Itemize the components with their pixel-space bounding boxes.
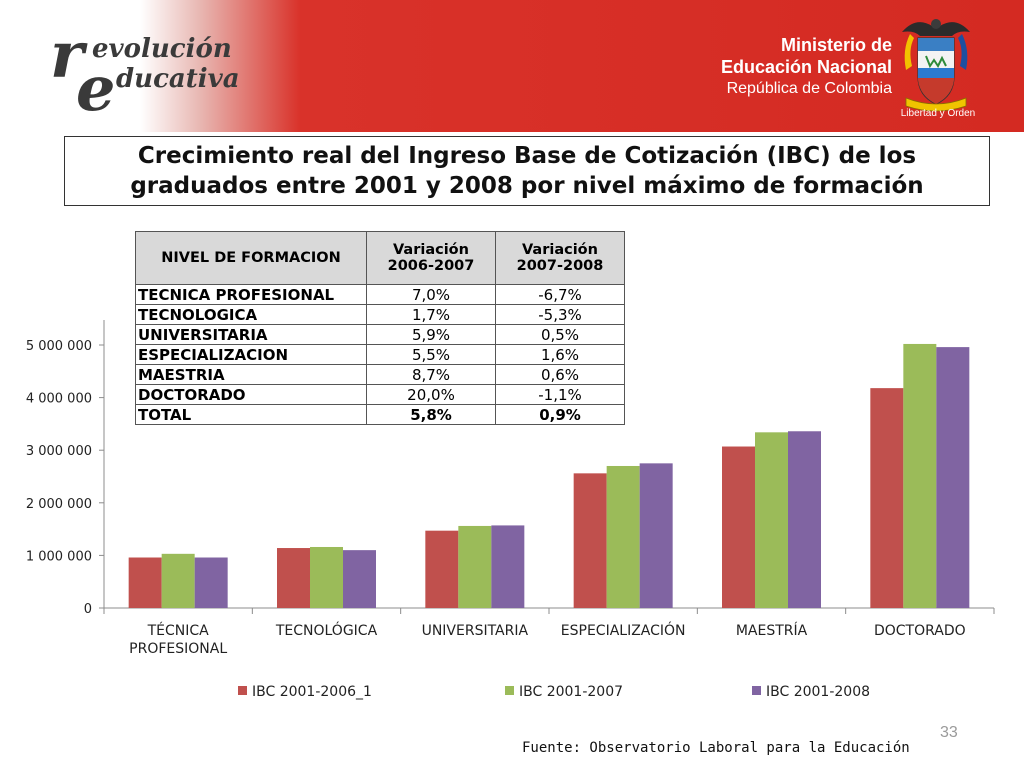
legend-swatch (752, 686, 761, 695)
table-row: UNIVERSITARIA 5,9% 0,5% (135, 324, 625, 345)
coat-of-arms-icon (902, 19, 970, 112)
bar-2 (755, 432, 788, 608)
y-tick-label: 1 000 000 (26, 549, 92, 564)
crest-caption: Libertad y Orden (900, 108, 976, 119)
bar-2 (161, 553, 195, 608)
table-cell-variation-2007-2008: 0,5% (495, 324, 625, 345)
y-tick-label: 3 000 000 (26, 444, 92, 459)
table-cell-level: MAESTRIA (135, 364, 367, 385)
table-cell-variation-2006-2007: 5,9% (366, 324, 496, 345)
revolucion-educativa-logo: r evolución e ducativa (50, 18, 280, 120)
bar-3 (491, 525, 525, 608)
table-cell-variation-2007-2008: -1,1% (495, 384, 625, 405)
logo-text-line2: ducativa (116, 64, 240, 94)
bar-1 (277, 548, 310, 608)
table-cell-variation-2007-2008: 1,6% (495, 344, 625, 365)
logo-letter-r: r (50, 18, 84, 93)
page-number: 33 (940, 724, 958, 741)
bar-3 (194, 557, 228, 608)
table-cell-level: ESPECIALIZACION (135, 344, 367, 365)
x-tick-label: TECNOLÓGICA (275, 621, 378, 639)
table-row: TECNOLOGICA 1,7% -5,3% (135, 304, 625, 325)
table-cell-level: UNIVERSITARIA (135, 324, 367, 345)
legend-swatch (238, 686, 247, 695)
bar-1 (425, 530, 459, 608)
ministry-line2: Educación Nacional (720, 57, 892, 77)
table-cell-variation-2007-2008: -6,7% (495, 284, 625, 305)
table-cell-variation-2007-2008: -5,3% (495, 304, 625, 325)
bar-3 (936, 347, 970, 608)
legend-label: IBC 2001-2008 (766, 684, 870, 700)
y-tick-label: 0 (84, 602, 92, 617)
logo-letter-e: e (76, 52, 116, 125)
table-cell-variation-2006-2007: 1,7% (366, 304, 496, 325)
bar-3 (343, 550, 376, 608)
bar-1 (722, 446, 755, 608)
y-tick-label: 4 000 000 (26, 392, 92, 407)
table-row: TECNICA PROFESIONAL 7,0% -6,7% (135, 284, 625, 305)
bar-2 (458, 525, 492, 608)
legend-label: IBC 2001-2006_1 (252, 684, 372, 700)
bar-1 (870, 388, 904, 608)
slide-title-line1: Crecimiento real del Ingreso Base de Cot… (137, 143, 917, 169)
table-cell-level: DOCTORADO (135, 384, 367, 405)
slide-title: Crecimiento real del Ingreso Base de Cot… (64, 136, 990, 206)
x-tick-label: DOCTORADO (874, 623, 966, 639)
ministry-line1: Ministerio de (780, 35, 892, 55)
ibc-bar-chart: 0 1 000 000 2 000 000 3 000 000 4 000 000 5 0… (26, 320, 995, 700)
table-cell-level: TECNOLOGICA (135, 304, 367, 325)
ministry-name: Ministerio de Educación Nacional Repúbli… (716, 34, 892, 100)
table-cell-variation-2006-2007: 7,0% (366, 284, 496, 305)
table-row: DOCTORADO 20,0% -1,1% (135, 384, 625, 405)
table-cell-level: TECNICA PROFESIONAL (135, 284, 367, 305)
table-row-total: TOTAL 5,8% 0,9% (135, 404, 625, 425)
ministry-line3: República de Colombia (726, 80, 892, 97)
table-cell-variation-2007-2008: 0,9% (495, 404, 625, 425)
bar-2 (310, 546, 343, 608)
bar-2 (903, 343, 937, 608)
table-header-cell: NIVEL DE FORMACION (135, 231, 367, 285)
header-banner: r evolución e ducativa Ministerio de Edu… (0, 0, 1024, 132)
table-cell-level: TOTAL (135, 404, 367, 425)
logo-text-line1: evolución (92, 34, 232, 64)
x-tick-label: ESPECIALIZACIÓN (561, 621, 686, 639)
table-cell-variation-2007-2008: 0,6% (495, 364, 625, 385)
legend-swatch (505, 686, 514, 695)
bar-1 (128, 557, 162, 608)
x-tick-label: PROFESIONAL (129, 641, 227, 657)
y-tick-label: 2 000 000 (26, 497, 92, 512)
table-cell-variation-2006-2007: 5,5% (366, 344, 496, 365)
bar-3 (639, 463, 673, 608)
x-tick-label: UNIVERSITARIA (422, 623, 529, 639)
x-tick-label: TÉCNICA (147, 622, 210, 639)
table-cell-variation-2006-2007: 5,8% (366, 404, 496, 425)
table-cell-variation-2006-2007: 20,0% (366, 384, 496, 405)
table-cell-variation-2006-2007: 8,7% (366, 364, 496, 385)
table-header-cell: Variación 2006-2007 (366, 231, 496, 285)
slide-title-line2: graduados entre 2001 y 2008 por nivel má… (130, 173, 924, 199)
bar-3 (788, 431, 821, 608)
bar-2 (606, 465, 640, 608)
variation-table: NIVEL DE FORMACION Variación 2006-2007 V… (135, 231, 625, 425)
table-row: ESPECIALIZACION 5,5% 1,6% (135, 344, 625, 365)
table-row: MAESTRIA 8,7% 0,6% (135, 364, 625, 385)
bar-1 (573, 473, 607, 608)
legend-label: IBC 2001-2007 (519, 684, 623, 700)
x-tick-label: MAESTRÍA (736, 622, 808, 639)
table-header-row: NIVEL DE FORMACION Variación 2006-2007 V… (135, 231, 625, 285)
source-note: Fuente: Observatorio Laboral para la Edu… (522, 740, 910, 756)
y-tick-label: 5 000 000 (26, 339, 92, 354)
table-header-cell: Variación 2007-2008 (495, 231, 625, 285)
